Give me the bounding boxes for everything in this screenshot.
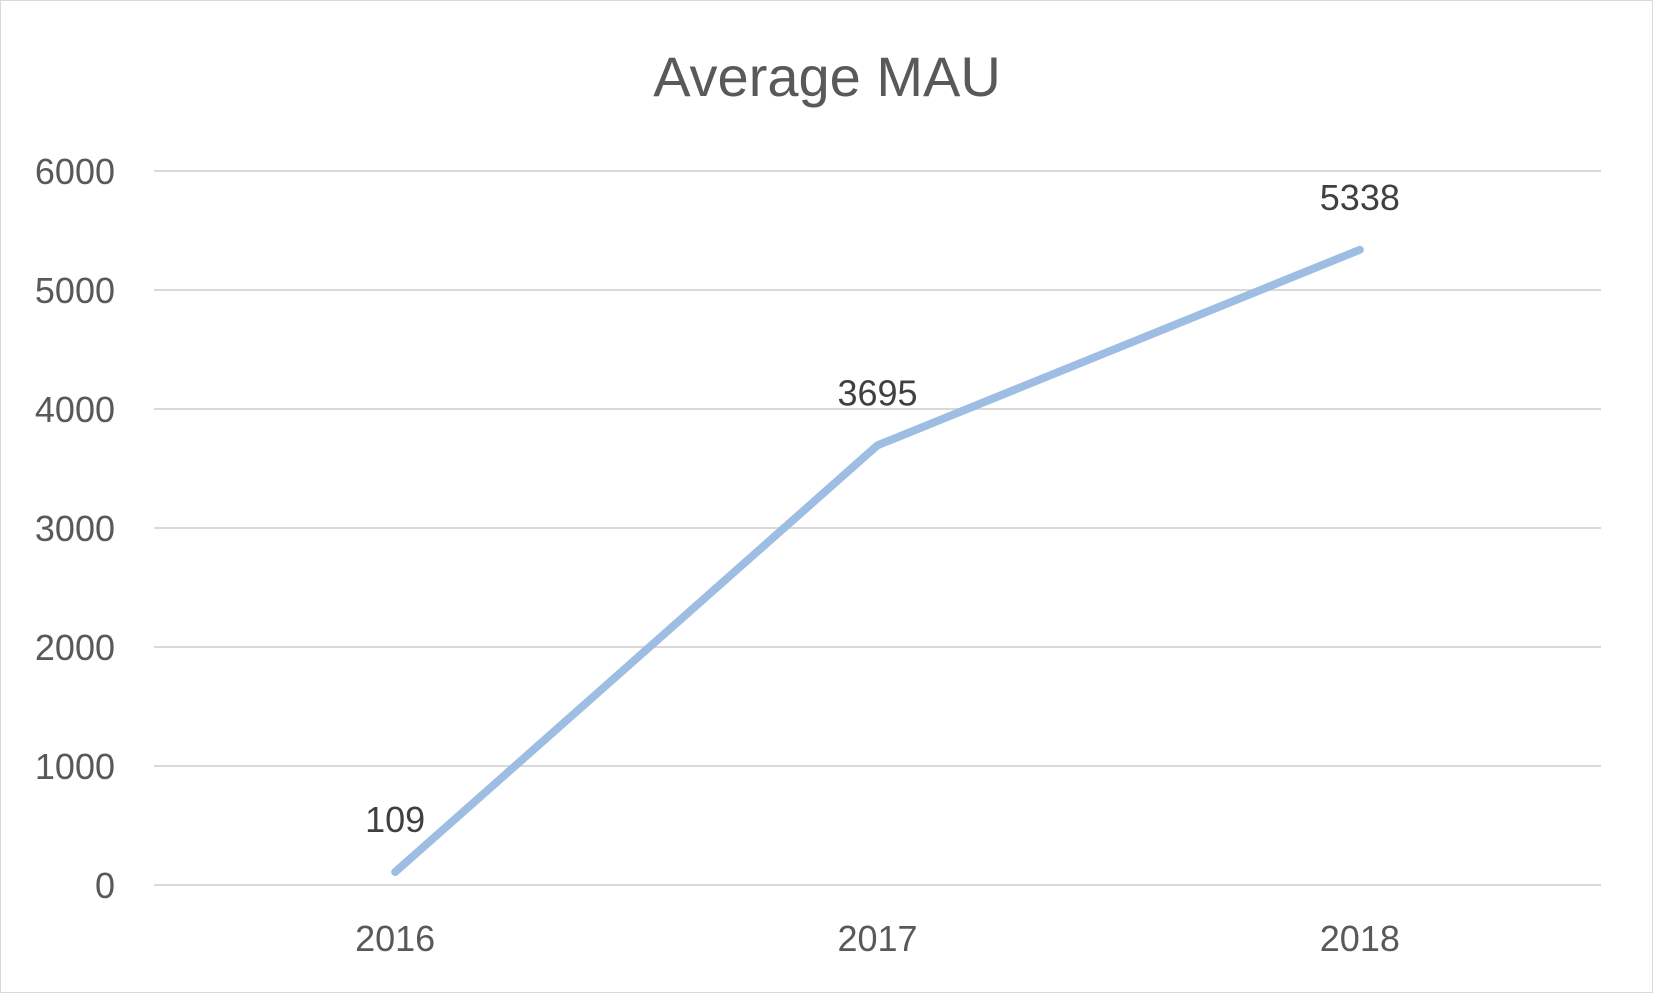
data-labels: 109 3695 5338 [365, 177, 1400, 840]
y-tick-label: 4000 [35, 389, 115, 430]
y-tick-label: 3000 [35, 508, 115, 549]
x-tick-label: 2018 [1320, 918, 1400, 959]
y-tick-label: 5000 [35, 270, 115, 311]
data-label: 109 [365, 799, 425, 840]
gridlines [154, 170, 1601, 886]
series-line [391, 245, 1364, 877]
chart-title: Average MAU [653, 45, 1001, 108]
y-tick-label: 0 [95, 865, 115, 906]
x-axis-ticks: 2016 2017 2018 [355, 918, 1400, 959]
x-tick-label: 2017 [837, 918, 917, 959]
x-tick-label: 2016 [355, 918, 435, 959]
data-label: 3695 [837, 372, 917, 413]
y-axis-ticks: 0 1000 2000 3000 4000 5000 6000 [35, 151, 115, 906]
data-label: 5338 [1320, 177, 1400, 218]
y-tick-label: 6000 [35, 151, 115, 192]
y-tick-label: 2000 [35, 627, 115, 668]
series-layer [391, 245, 1364, 877]
y-tick-label: 1000 [35, 746, 115, 787]
